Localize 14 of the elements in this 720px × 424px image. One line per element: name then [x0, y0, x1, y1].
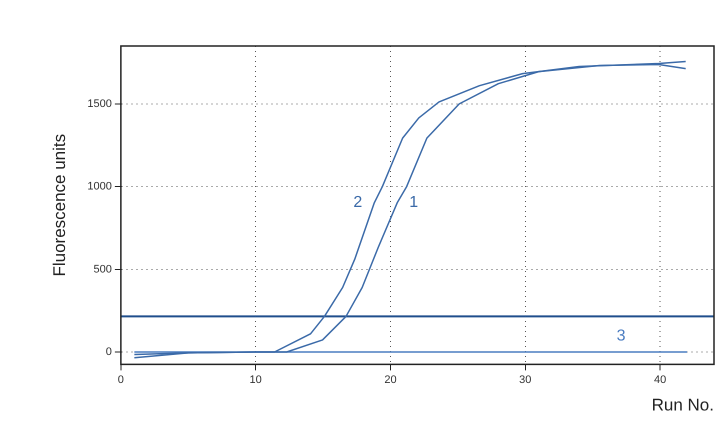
series-label: 2: [353, 194, 362, 212]
x-tick-label: 30: [519, 374, 532, 386]
series-label: 3: [616, 327, 626, 344]
series-label: 1: [409, 194, 418, 212]
x-tick-label: 40: [654, 374, 666, 386]
y-axis-title: Fluorescence units: [50, 134, 69, 277]
y-tick-label: 1500: [87, 98, 112, 110]
y-tick-label: 0: [106, 346, 112, 358]
x-tick-label: 20: [384, 374, 397, 386]
y-tick-label: 500: [94, 263, 112, 276]
x-tick-label: 10: [250, 374, 262, 386]
x-axis-title: Run No.: [652, 395, 714, 414]
y-tick-label: 1000: [87, 180, 112, 193]
x-tick-label: 0: [118, 374, 124, 386]
